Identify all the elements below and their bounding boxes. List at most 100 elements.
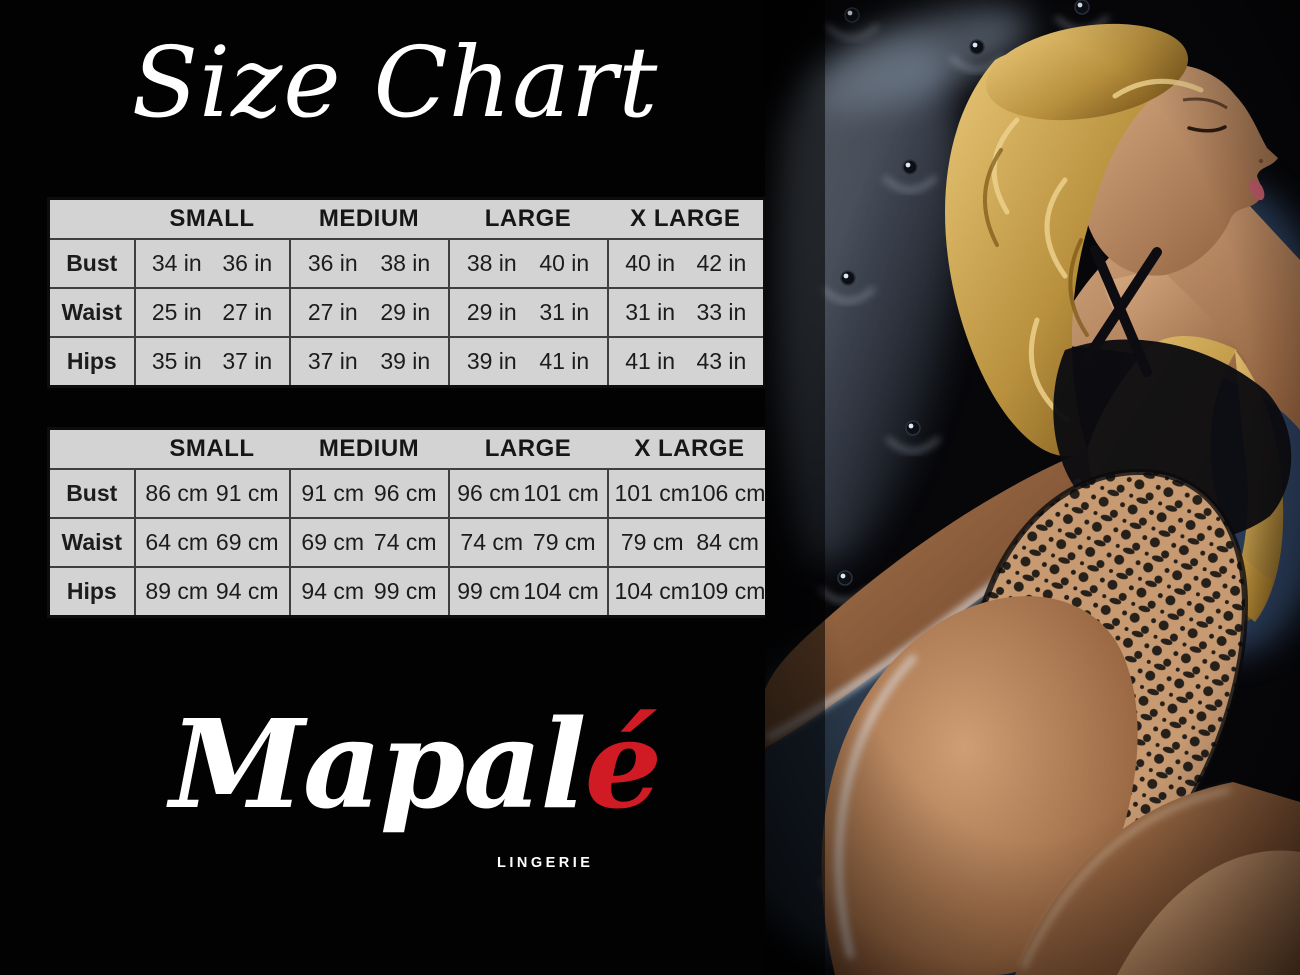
size-header: LARGE: [448, 198, 608, 240]
page-title: Size Chart: [131, 26, 659, 139]
measure-cell: 40 in 42 in: [606, 238, 766, 289]
measure-cell: 104 cm 109 cm: [606, 566, 774, 618]
measure-value: 84 cm: [696, 529, 759, 555]
table-corner: [48, 198, 135, 240]
measure-value: 31 in: [539, 299, 590, 325]
size-table-centimeters: SMALL MEDIUM LARGE X LARGE Bust 86 cm 91 cm 91 …: [47, 427, 775, 618]
measure-cell: 74 cm 79 cm: [447, 517, 609, 568]
measure-label: Waist: [47, 287, 136, 338]
measure-value: 89 cm: [145, 578, 209, 604]
size-header: SMALL: [134, 198, 290, 240]
measure-cell: 27 in 29 in: [288, 287, 450, 338]
measure-value: 69 cm: [301, 529, 365, 555]
measure-value: 104 cm: [523, 578, 599, 604]
size-header: MEDIUM: [289, 428, 449, 470]
measure-value: 38 in: [466, 250, 517, 276]
measure-cell: 34 in 36 in: [133, 238, 291, 289]
measure-label: Hips: [47, 336, 136, 388]
measure-value: 39 in: [466, 348, 517, 374]
measure-cell: 99 cm 104 cm: [447, 566, 609, 618]
measure-value: 79 cm: [620, 529, 684, 555]
measure-cell: 96 cm 101 cm: [447, 468, 609, 519]
measure-label: Waist: [47, 517, 136, 568]
measure-cell: 36 in 38 in: [288, 238, 450, 289]
measure-value: 29 in: [466, 299, 517, 325]
measure-cell: 31 in 33 in: [606, 287, 766, 338]
measure-value: 104 cm: [614, 578, 690, 604]
table-row: Bust 34 in 36 in 36 in 38 in 38 in 40 in 40 in 4…: [47, 238, 766, 289]
table-row: Waist 64 cm 69 cm 69 cm 74 cm 74 cm 79 cm 79 cm…: [47, 517, 774, 568]
measure-value: 27 in: [307, 299, 358, 325]
measure-value: 96 cm: [457, 480, 520, 506]
measure-value: 42 in: [696, 250, 747, 276]
measure-value: 94 cm: [215, 578, 279, 604]
model-photo-illustration: [765, 0, 1300, 975]
measure-cell: 39 in 41 in: [447, 336, 609, 388]
measure-value: 94 cm: [301, 578, 365, 604]
measure-value: 40 in: [539, 250, 590, 276]
measure-value: 41 in: [539, 348, 590, 374]
measure-cell: 37 in 39 in: [288, 336, 450, 388]
table-row: Waist 25 in 27 in 27 in 29 in 29 in 31 in 31 in…: [47, 287, 766, 338]
measure-value: 37 in: [307, 348, 358, 374]
measure-value: 99 cm: [373, 578, 437, 604]
measure-value: 79 cm: [532, 529, 596, 555]
brand-name: Mapalé: [169, 692, 663, 836]
measure-value: 37 in: [222, 348, 273, 374]
measure-value: 74 cm: [373, 529, 437, 555]
measure-value: 33 in: [696, 299, 747, 325]
measure-value: 40 in: [625, 250, 676, 276]
measure-value: 64 cm: [145, 529, 209, 555]
brand-name-main: Mapal: [169, 692, 587, 836]
measure-value: 31 in: [625, 299, 676, 325]
measure-cell: 79 cm 84 cm: [606, 517, 774, 568]
measure-value: 91 cm: [301, 480, 365, 506]
measure-cell: 86 cm 91 cm: [133, 468, 291, 519]
measure-label: Bust: [47, 468, 136, 519]
measure-value: 91 cm: [215, 480, 279, 506]
measure-label: Hips: [47, 566, 136, 618]
measure-value: 39 in: [380, 348, 431, 374]
measure-value: 29 in: [380, 299, 431, 325]
measure-cell: 89 cm 94 cm: [133, 566, 291, 618]
table-row: Hips 35 in 37 in 37 in 39 in 39 in 41 in 41 in 4…: [47, 336, 766, 388]
measure-value: 38 in: [380, 250, 431, 276]
measure-cell: 35 in 37 in: [133, 336, 291, 388]
measure-label: Bust: [47, 238, 136, 289]
measure-cell: 25 in 27 in: [133, 287, 291, 338]
table-row: Hips 89 cm 94 cm 94 cm 99 cm 99 cm 104 cm 104 c…: [47, 566, 774, 618]
measure-cell: 94 cm 99 cm: [288, 566, 450, 618]
measure-cell: 91 cm 96 cm: [288, 468, 450, 519]
table-row: Bust 86 cm 91 cm 91 cm 96 cm 96 cm 101 cm 101 c…: [47, 468, 774, 519]
measure-value: 25 in: [151, 299, 202, 325]
size-header: X LARGE: [607, 198, 765, 240]
measure-cell: 41 in 43 in: [606, 336, 766, 388]
size-header: LARGE: [448, 428, 608, 470]
measure-value: 109 cm: [689, 578, 766, 604]
measure-cell: 69 cm 74 cm: [288, 517, 450, 568]
measure-cell: 29 in 31 in: [447, 287, 609, 338]
measure-value: 34 in: [151, 250, 202, 276]
size-header: MEDIUM: [289, 198, 449, 240]
table-corner: [48, 428, 135, 470]
measure-value: 43 in: [696, 348, 747, 374]
size-table-inches: SMALL MEDIUM LARGE X LARGE Bust 34 in 36 in 36 …: [47, 197, 766, 388]
size-header: X LARGE: [607, 428, 773, 470]
measure-value: 106 cm: [689, 480, 766, 506]
measure-value: 99 cm: [457, 578, 520, 604]
size-header: SMALL: [134, 428, 290, 470]
measure-value: 101 cm: [523, 480, 599, 506]
measure-cell: 64 cm 69 cm: [133, 517, 291, 568]
brand-name-accent: é: [584, 692, 663, 836]
measure-cell: 38 in 40 in: [447, 238, 609, 289]
measure-value: 41 in: [625, 348, 676, 374]
measure-value: 35 in: [151, 348, 202, 374]
brand-logo: Mapalé: [0, 688, 830, 841]
measure-value: 86 cm: [145, 480, 209, 506]
measure-cell: 101 cm 106 cm: [606, 468, 774, 519]
measure-value: 36 in: [307, 250, 358, 276]
measure-value: 69 cm: [215, 529, 279, 555]
measure-value: 74 cm: [460, 529, 524, 555]
measure-value: 101 cm: [614, 480, 690, 506]
